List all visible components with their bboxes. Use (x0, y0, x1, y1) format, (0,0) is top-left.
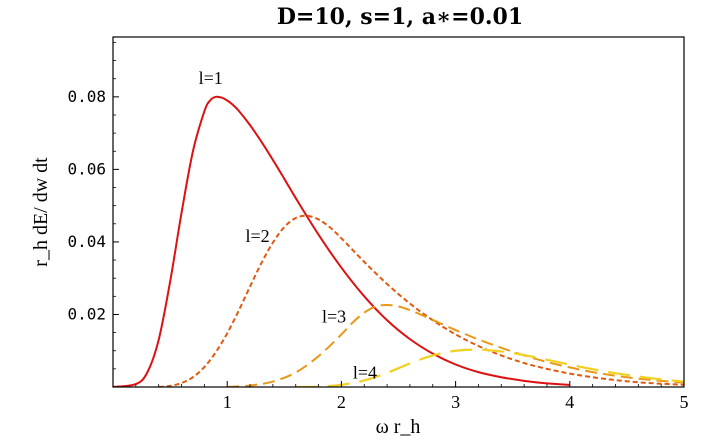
series-line-l=2 (158, 214, 684, 387)
plot-frame (112, 36, 685, 388)
curve-labels: l=1 l=2 l=3 l=4 (199, 68, 377, 383)
curve-label-l=4: l=4 (353, 363, 377, 383)
x-tick-label: 5 (680, 392, 689, 412)
x-tick-label: 2 (337, 392, 346, 412)
y-axis-label: r_h dE/ dw dt (30, 157, 52, 267)
y-axis: 0.02 0.04 0.06 0.08 (67, 42, 119, 370)
series-layer (113, 95, 684, 387)
curve-label-l=2: l=2 (245, 226, 269, 246)
y-tick-label: 0.02 (67, 304, 106, 323)
y-tick-label: 0.08 (67, 87, 106, 106)
x-tick-label: 1 (223, 392, 232, 412)
chart-title: D=10, s=1, a∗=0.01 (277, 4, 523, 30)
series-line-l=1 (113, 95, 570, 387)
x-tick-label: 4 (565, 392, 574, 412)
x-axis: 1 2 3 4 5 (135, 381, 689, 412)
y-tick-label: 0.04 (67, 232, 106, 251)
curve-label-l=1: l=1 (199, 68, 223, 88)
series-line-l=4 (295, 348, 684, 387)
series-line-l=3 (227, 304, 684, 387)
x-tick-label: 3 (451, 392, 460, 412)
y-tick-label: 0.06 (67, 159, 106, 178)
curve-label-l=3: l=3 (322, 306, 346, 326)
x-axis-label: ω r_h (376, 416, 421, 438)
